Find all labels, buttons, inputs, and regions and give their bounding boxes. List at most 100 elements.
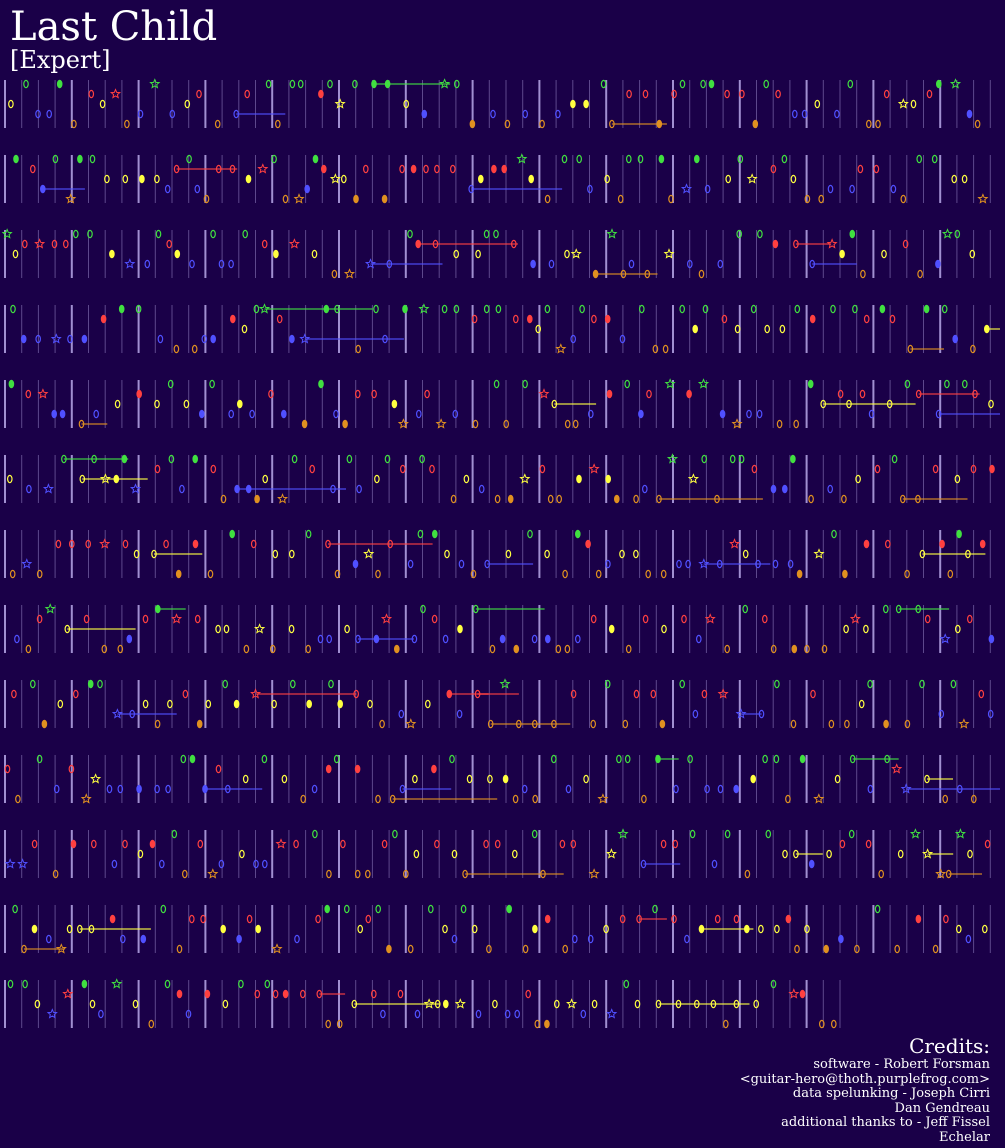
- note: [947, 569, 954, 579]
- note: [429, 464, 435, 474]
- note: [281, 774, 288, 784]
- note: [879, 304, 886, 314]
- note: [492, 999, 498, 1009]
- note: [987, 709, 994, 719]
- note: [954, 229, 961, 239]
- note: [923, 304, 930, 314]
- note: [532, 794, 539, 804]
- note: [98, 1009, 104, 1019]
- note: [431, 529, 438, 539]
- note: [371, 389, 377, 399]
- note: [25, 389, 32, 399]
- note: [353, 194, 359, 204]
- note: [935, 409, 942, 419]
- note: [36, 569, 43, 579]
- note: [215, 624, 221, 634]
- note: [399, 464, 406, 474]
- note: [966, 109, 973, 119]
- note: [449, 754, 455, 764]
- note: [645, 569, 652, 579]
- note: [619, 914, 626, 924]
- note: [904, 379, 911, 389]
- note: [570, 99, 576, 109]
- note: [863, 539, 870, 549]
- note: [4, 764, 11, 774]
- note: [676, 559, 682, 569]
- note: [137, 109, 144, 119]
- note: [830, 1019, 837, 1029]
- note: [424, 699, 431, 709]
- note: [559, 839, 566, 849]
- note: [104, 174, 110, 184]
- note: [522, 379, 528, 389]
- note: [468, 184, 475, 194]
- note: [245, 174, 252, 184]
- note: [839, 839, 846, 849]
- note: [173, 344, 180, 354]
- note: [620, 269, 627, 279]
- note: [791, 644, 798, 654]
- star-note: [941, 228, 953, 239]
- note: [68, 764, 75, 774]
- note: [695, 634, 702, 644]
- note: [109, 914, 116, 924]
- note: [382, 334, 388, 344]
- note: [312, 829, 318, 839]
- star-note: [109, 88, 122, 99]
- note: [344, 624, 350, 634]
- note: [399, 784, 406, 794]
- note: [441, 304, 448, 314]
- note: [770, 164, 777, 174]
- note: [762, 754, 768, 764]
- note: [544, 304, 551, 314]
- note: [660, 569, 667, 579]
- note: [214, 119, 221, 129]
- note: [15, 794, 21, 804]
- note: [761, 614, 768, 624]
- star-note: [664, 378, 676, 389]
- credits-heading: Credits:: [909, 1034, 990, 1058]
- star-note: [680, 183, 693, 194]
- note: [966, 614, 973, 624]
- note: [494, 839, 501, 849]
- note: [222, 679, 229, 689]
- note: [534, 1019, 541, 1029]
- note: [333, 754, 340, 764]
- note: [604, 679, 611, 689]
- note: [932, 464, 939, 474]
- star-note: [258, 303, 271, 314]
- note: [271, 154, 277, 164]
- note: [711, 859, 718, 869]
- star-note: [55, 943, 67, 954]
- note: [52, 869, 59, 879]
- star-note: [731, 418, 743, 429]
- note: [269, 644, 276, 654]
- note: [717, 259, 724, 269]
- note: [839, 249, 845, 259]
- note: [451, 934, 458, 944]
- star-note: [380, 613, 393, 624]
- note: [576, 474, 582, 484]
- note: [13, 154, 19, 164]
- note: [843, 624, 849, 634]
- note: [656, 494, 662, 504]
- note: [714, 914, 721, 924]
- note: [729, 454, 736, 464]
- note: [591, 999, 598, 1009]
- note: [182, 689, 189, 699]
- star-note: [257, 163, 269, 174]
- note: [539, 464, 546, 474]
- note: [855, 474, 861, 484]
- note: [330, 484, 336, 494]
- note: [744, 869, 751, 879]
- note: [687, 754, 693, 764]
- note: [225, 784, 231, 794]
- note: [600, 79, 607, 89]
- note: [91, 839, 97, 849]
- note: [169, 109, 176, 119]
- note: [22, 979, 28, 989]
- note: [189, 754, 196, 764]
- credit-line-software: software - Robert Forsman: [813, 1057, 990, 1072]
- note: [926, 89, 933, 99]
- note: [402, 869, 409, 879]
